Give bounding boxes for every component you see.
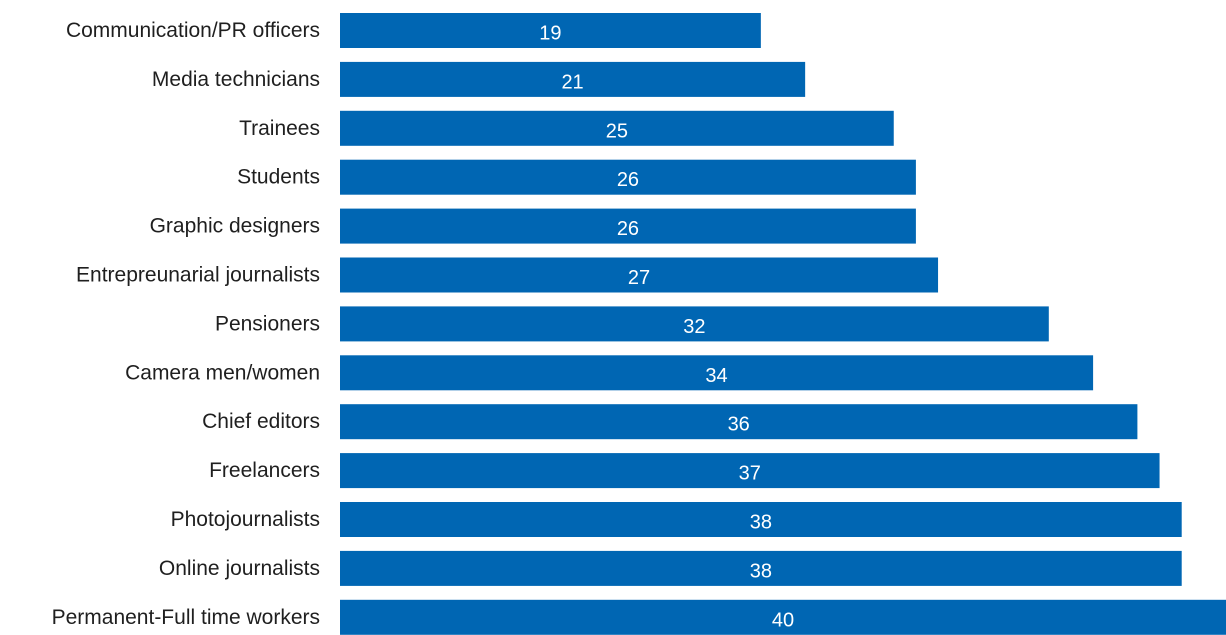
value-label: 32 [683,316,705,338]
bar [340,13,761,48]
bar [340,306,1049,342]
value-label: 21 [561,71,583,93]
bar [340,110,894,146]
category-label: Online journalists [159,557,320,580]
value-label: 27 [628,267,650,289]
bar [340,404,1138,440]
value-label: 38 [750,560,772,582]
value-label: 34 [705,365,727,387]
value-label: 36 [728,414,750,436]
category-label: Freelancers [209,459,320,482]
category-labels: Communication/PR officers Media technicia… [52,19,320,629]
bar [340,453,1160,489]
value-labels: 19 21 25 26 26 27 32 34 36 37 38 38 40 [539,23,794,632]
bar [340,208,916,244]
category-label: Media technicians [152,68,320,91]
bar [340,550,1182,586]
value-label: 37 [739,463,761,485]
category-label: Chief editors [202,410,320,433]
category-label: Students [237,166,320,189]
bar [340,502,1182,537]
bar [340,599,1226,635]
bar [340,159,916,195]
category-label: Photojournalists [171,508,320,531]
value-label: 26 [617,218,639,240]
bar [340,257,939,293]
category-label: Camera men/women [125,361,320,384]
value-label: 38 [750,512,772,534]
category-label: Graphic designers [150,215,320,238]
category-label: Permanent-Full time workers [52,606,320,629]
category-label: Communication/PR officers [66,19,320,42]
value-label: 40 [772,609,794,631]
value-label: 19 [539,23,561,45]
category-label: Trainees [239,117,320,140]
category-label: Pensioners [215,312,320,335]
category-label: Entrepreunarial journalists [76,264,320,287]
bars-group [340,13,1226,635]
bar [340,61,806,97]
bar [340,355,1094,391]
value-label: 26 [617,169,639,191]
value-label: 25 [606,120,628,142]
